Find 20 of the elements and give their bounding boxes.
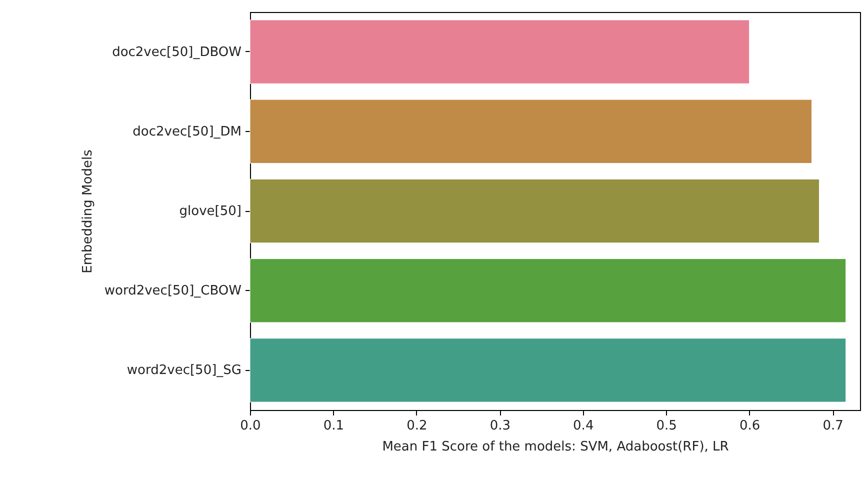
y-tick-label: word2vec[50]_SG xyxy=(126,363,242,378)
x-tick-label: 0.7 xyxy=(822,418,844,434)
x-tick-label: 0.4 xyxy=(573,418,594,434)
bar xyxy=(250,99,812,164)
bar xyxy=(250,178,820,244)
y-tick-label: doc2vec[50]_DM xyxy=(132,124,242,140)
x-tick-label: 0.5 xyxy=(656,418,677,434)
y-axis-title: Embedding Models xyxy=(80,149,96,274)
bar xyxy=(250,258,846,323)
x-tick-label: 0.1 xyxy=(323,418,344,434)
bar xyxy=(250,338,846,402)
x-tick-label: 0.6 xyxy=(739,418,760,434)
x-tick-label: 0.2 xyxy=(406,418,428,434)
y-tick-label: doc2vec[50]_DBOW xyxy=(112,44,242,60)
x-tick-label: 0.0 xyxy=(240,418,261,434)
x-tick-label: 0.3 xyxy=(490,418,511,434)
y-tick-label: glove[50] xyxy=(179,204,242,219)
bar xyxy=(250,20,750,84)
x-axis-title: Mean F1 Score of the models: SVM, Adaboost(RF), LR xyxy=(382,440,729,454)
y-tick-label: word2vec[50]_CBOW xyxy=(104,284,242,299)
